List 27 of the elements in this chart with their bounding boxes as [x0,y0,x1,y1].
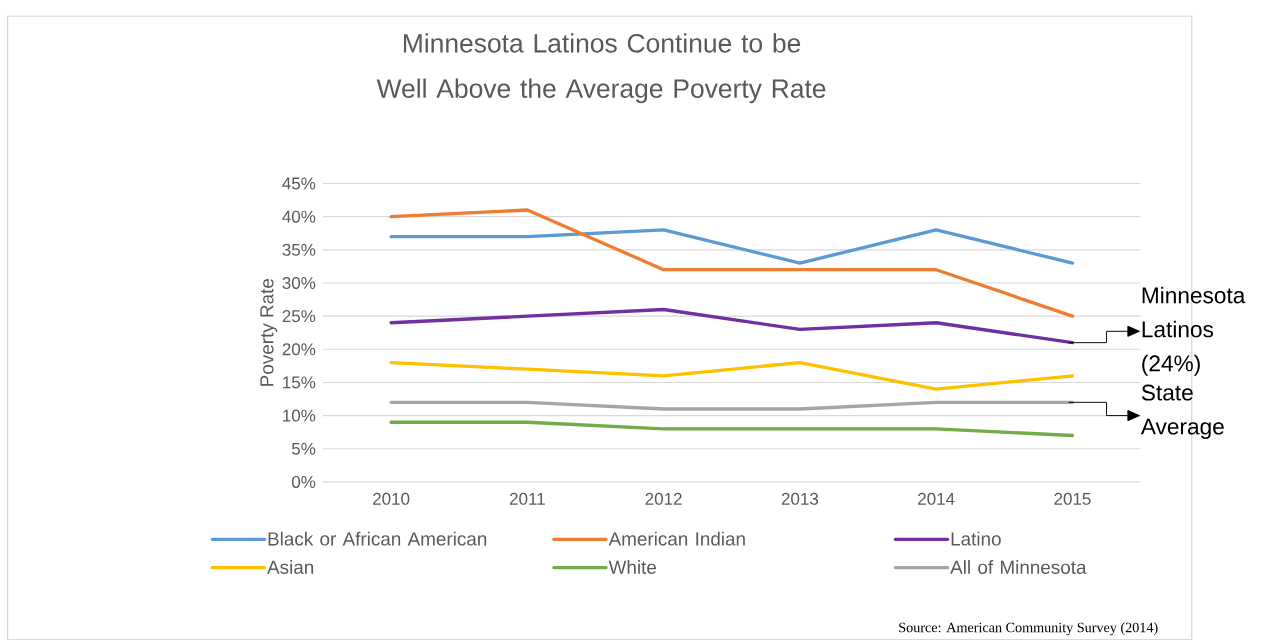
chart-title: Minnesota Latinos Continue to be Well Above the Average Poverty Rate [376,33,826,103]
legend-label: Black or African American [268,531,487,546]
y-tick-label: 40% [282,210,316,223]
y-tick-label: 20% [282,343,316,356]
x-tick-label: 2013 [781,492,819,505]
source-note: Source: American Community Survey (2014) [899,622,1158,635]
y-tick-label: 0% [291,475,316,488]
y-tick-label: 15% [283,376,316,389]
x-tick-label: 2010 [373,492,410,505]
legend-label: Asian [267,559,314,574]
annotation: State Average [1140,384,1224,439]
annotation: Minnesota Latinos (24%) [1142,286,1246,376]
y-tick-label: 30% [282,276,316,289]
y-tick-label: 25% [282,309,316,322]
x-tick-label: 2012 [645,492,682,505]
y-tick-label: 10% [283,409,316,422]
y-tick-label: 5% [291,442,316,455]
legend-label: All of Minnesota [950,559,1087,574]
y-tick-label: 45% [282,177,316,190]
x-tick-label: 2015 [1054,492,1091,505]
x-tick-label: 2011 [509,492,545,505]
x-tick-label: 2014 [918,492,955,505]
legend-label: American Indian [608,531,745,546]
y-axis-title: Poverty Rate [260,278,278,386]
legend-label: White [608,559,656,574]
legend-label: Latino [951,531,1001,546]
y-tick-label: 35% [282,243,316,256]
